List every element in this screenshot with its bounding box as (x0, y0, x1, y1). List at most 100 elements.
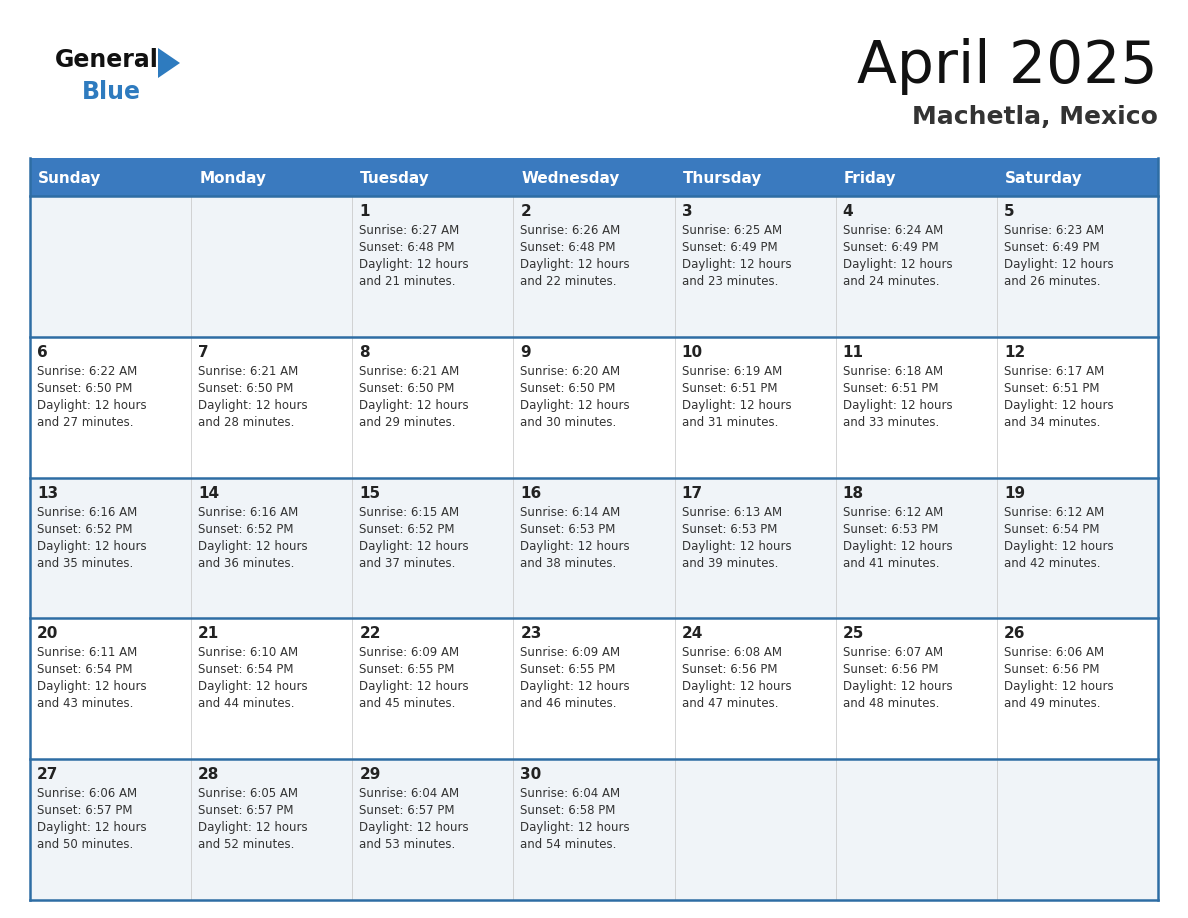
Text: Sunset: 6:51 PM: Sunset: 6:51 PM (842, 382, 939, 395)
Text: Daylight: 12 hours: Daylight: 12 hours (359, 822, 469, 834)
Text: Sunset: 6:57 PM: Sunset: 6:57 PM (37, 804, 133, 817)
Text: Sunrise: 6:16 AM: Sunrise: 6:16 AM (198, 506, 298, 519)
Text: Daylight: 12 hours: Daylight: 12 hours (37, 822, 146, 834)
Text: 26: 26 (1004, 626, 1025, 642)
Text: 10: 10 (682, 345, 702, 360)
Text: Sunset: 6:58 PM: Sunset: 6:58 PM (520, 804, 615, 817)
Text: Machetla, Mexico: Machetla, Mexico (912, 105, 1158, 129)
Text: Daylight: 12 hours: Daylight: 12 hours (359, 680, 469, 693)
Text: Daylight: 12 hours: Daylight: 12 hours (198, 680, 308, 693)
Text: Daylight: 12 hours: Daylight: 12 hours (359, 398, 469, 412)
Text: Sunset: 6:50 PM: Sunset: 6:50 PM (520, 382, 615, 395)
Text: and 27 minutes.: and 27 minutes. (37, 416, 133, 429)
Text: and 48 minutes.: and 48 minutes. (842, 698, 939, 711)
Text: 28: 28 (198, 767, 220, 782)
Text: and 23 minutes.: and 23 minutes. (682, 275, 778, 288)
Text: Daylight: 12 hours: Daylight: 12 hours (842, 680, 953, 693)
Text: 6: 6 (37, 345, 48, 360)
Text: and 29 minutes.: and 29 minutes. (359, 416, 456, 429)
Text: Sunday: Sunday (38, 171, 101, 185)
Text: and 31 minutes.: and 31 minutes. (682, 416, 778, 429)
Text: Sunset: 6:56 PM: Sunset: 6:56 PM (842, 664, 939, 677)
Text: Sunset: 6:48 PM: Sunset: 6:48 PM (520, 241, 615, 254)
Text: Daylight: 12 hours: Daylight: 12 hours (682, 680, 791, 693)
Text: Sunrise: 6:26 AM: Sunrise: 6:26 AM (520, 224, 620, 237)
Text: Daylight: 12 hours: Daylight: 12 hours (198, 540, 308, 553)
Text: 22: 22 (359, 626, 381, 642)
Text: and 39 minutes.: and 39 minutes. (682, 556, 778, 569)
Text: 24: 24 (682, 626, 703, 642)
Text: Sunrise: 6:04 AM: Sunrise: 6:04 AM (359, 788, 460, 800)
Text: Sunrise: 6:21 AM: Sunrise: 6:21 AM (198, 364, 298, 378)
Text: Sunrise: 6:22 AM: Sunrise: 6:22 AM (37, 364, 138, 378)
Text: Sunset: 6:53 PM: Sunset: 6:53 PM (842, 522, 939, 535)
Text: Sunset: 6:50 PM: Sunset: 6:50 PM (198, 382, 293, 395)
Text: and 34 minutes.: and 34 minutes. (1004, 416, 1100, 429)
Text: Sunrise: 6:16 AM: Sunrise: 6:16 AM (37, 506, 138, 519)
Text: and 50 minutes.: and 50 minutes. (37, 838, 133, 851)
Text: 18: 18 (842, 486, 864, 500)
Text: 5: 5 (1004, 204, 1015, 219)
Text: General: General (55, 48, 159, 72)
Text: Daylight: 12 hours: Daylight: 12 hours (520, 540, 630, 553)
Text: Sunset: 6:50 PM: Sunset: 6:50 PM (37, 382, 132, 395)
Text: Sunset: 6:52 PM: Sunset: 6:52 PM (198, 522, 293, 535)
Text: Daylight: 12 hours: Daylight: 12 hours (1004, 398, 1113, 412)
Text: and 43 minutes.: and 43 minutes. (37, 698, 133, 711)
Text: Sunrise: 6:09 AM: Sunrise: 6:09 AM (359, 646, 460, 659)
Text: Daylight: 12 hours: Daylight: 12 hours (1004, 258, 1113, 271)
Text: Thursday: Thursday (683, 171, 762, 185)
Text: 13: 13 (37, 486, 58, 500)
Text: 8: 8 (359, 345, 369, 360)
Text: Sunrise: 6:09 AM: Sunrise: 6:09 AM (520, 646, 620, 659)
Text: 3: 3 (682, 204, 693, 219)
Text: Sunset: 6:56 PM: Sunset: 6:56 PM (1004, 664, 1099, 677)
Text: 19: 19 (1004, 486, 1025, 500)
Text: Daylight: 12 hours: Daylight: 12 hours (37, 540, 146, 553)
Text: Sunrise: 6:08 AM: Sunrise: 6:08 AM (682, 646, 782, 659)
Text: Sunrise: 6:06 AM: Sunrise: 6:06 AM (37, 788, 137, 800)
Text: 9: 9 (520, 345, 531, 360)
Text: 20: 20 (37, 626, 58, 642)
Text: and 49 minutes.: and 49 minutes. (1004, 698, 1100, 711)
Text: Daylight: 12 hours: Daylight: 12 hours (682, 540, 791, 553)
Text: and 24 minutes.: and 24 minutes. (842, 275, 940, 288)
Text: Sunrise: 6:07 AM: Sunrise: 6:07 AM (842, 646, 943, 659)
Text: Sunrise: 6:15 AM: Sunrise: 6:15 AM (359, 506, 460, 519)
Text: 23: 23 (520, 626, 542, 642)
Text: Sunrise: 6:20 AM: Sunrise: 6:20 AM (520, 364, 620, 378)
Text: 17: 17 (682, 486, 702, 500)
Text: Sunset: 6:53 PM: Sunset: 6:53 PM (520, 522, 615, 535)
Text: Sunset: 6:51 PM: Sunset: 6:51 PM (682, 382, 777, 395)
Text: and 38 minutes.: and 38 minutes. (520, 556, 617, 569)
Text: Sunset: 6:49 PM: Sunset: 6:49 PM (1004, 241, 1099, 254)
Text: 14: 14 (198, 486, 220, 500)
Text: and 35 minutes.: and 35 minutes. (37, 556, 133, 569)
Text: Sunrise: 6:05 AM: Sunrise: 6:05 AM (198, 788, 298, 800)
Text: 25: 25 (842, 626, 864, 642)
Text: Tuesday: Tuesday (360, 171, 430, 185)
Text: Sunset: 6:55 PM: Sunset: 6:55 PM (520, 664, 615, 677)
Text: and 42 minutes.: and 42 minutes. (1004, 556, 1100, 569)
Text: 27: 27 (37, 767, 58, 782)
Text: Daylight: 12 hours: Daylight: 12 hours (682, 258, 791, 271)
Text: Sunrise: 6:06 AM: Sunrise: 6:06 AM (1004, 646, 1104, 659)
Text: and 47 minutes.: and 47 minutes. (682, 698, 778, 711)
Text: Sunset: 6:52 PM: Sunset: 6:52 PM (37, 522, 133, 535)
Text: and 53 minutes.: and 53 minutes. (359, 838, 455, 851)
Text: Daylight: 12 hours: Daylight: 12 hours (842, 540, 953, 553)
Text: Sunset: 6:49 PM: Sunset: 6:49 PM (682, 241, 777, 254)
Text: and 52 minutes.: and 52 minutes. (198, 838, 295, 851)
Text: and 30 minutes.: and 30 minutes. (520, 416, 617, 429)
Text: Sunrise: 6:13 AM: Sunrise: 6:13 AM (682, 506, 782, 519)
Text: 11: 11 (842, 345, 864, 360)
Text: Sunrise: 6:12 AM: Sunrise: 6:12 AM (842, 506, 943, 519)
Text: Daylight: 12 hours: Daylight: 12 hours (1004, 540, 1113, 553)
Text: Daylight: 12 hours: Daylight: 12 hours (842, 258, 953, 271)
Text: Monday: Monday (200, 171, 266, 185)
Text: Sunset: 6:48 PM: Sunset: 6:48 PM (359, 241, 455, 254)
Text: and 33 minutes.: and 33 minutes. (842, 416, 939, 429)
Text: Blue: Blue (82, 80, 141, 104)
Text: and 46 minutes.: and 46 minutes. (520, 698, 617, 711)
Text: and 44 minutes.: and 44 minutes. (198, 698, 295, 711)
